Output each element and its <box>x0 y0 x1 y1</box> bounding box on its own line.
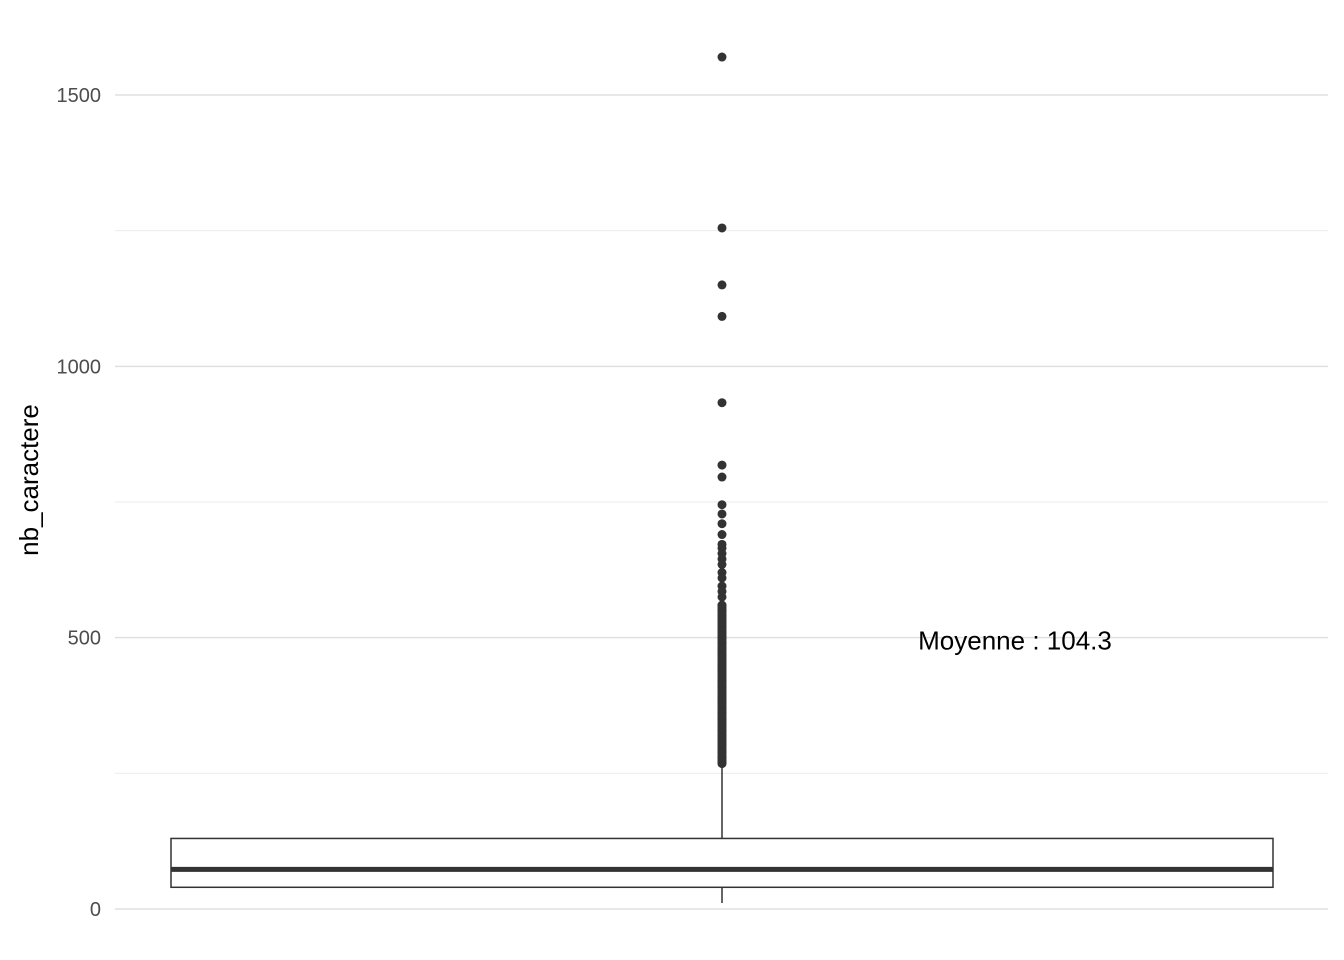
boxplot <box>170 765 1274 903</box>
outlier-point <box>717 573 727 583</box>
outlier-point <box>717 52 727 62</box>
outlier-point <box>717 519 727 529</box>
outlier-point <box>717 500 727 510</box>
outlier-points <box>717 52 727 769</box>
outlier-point <box>717 280 727 290</box>
outlier-point <box>717 460 727 470</box>
y-axis-ticks: 0 500 1000 1500 <box>57 85 102 921</box>
mean-annotation: Moyenne : 104.3 <box>918 626 1112 656</box>
outlier-point <box>717 311 727 321</box>
y-tick-label: 500 <box>68 628 101 650</box>
outlier-point <box>717 509 727 519</box>
y-tick-label: 1000 <box>57 356 102 378</box>
outlier-point <box>717 592 727 602</box>
outlier-point <box>717 601 727 611</box>
y-tick-label: 1500 <box>57 85 102 107</box>
iqr-box <box>170 837 1274 889</box>
outlier-point <box>717 472 727 482</box>
y-axis-title: nb_caractere <box>14 404 44 556</box>
outlier-point <box>717 398 727 408</box>
outlier-point <box>717 530 727 540</box>
outlier-point <box>717 223 727 233</box>
y-tick-label: 0 <box>90 899 101 921</box>
outlier-point <box>717 559 727 569</box>
